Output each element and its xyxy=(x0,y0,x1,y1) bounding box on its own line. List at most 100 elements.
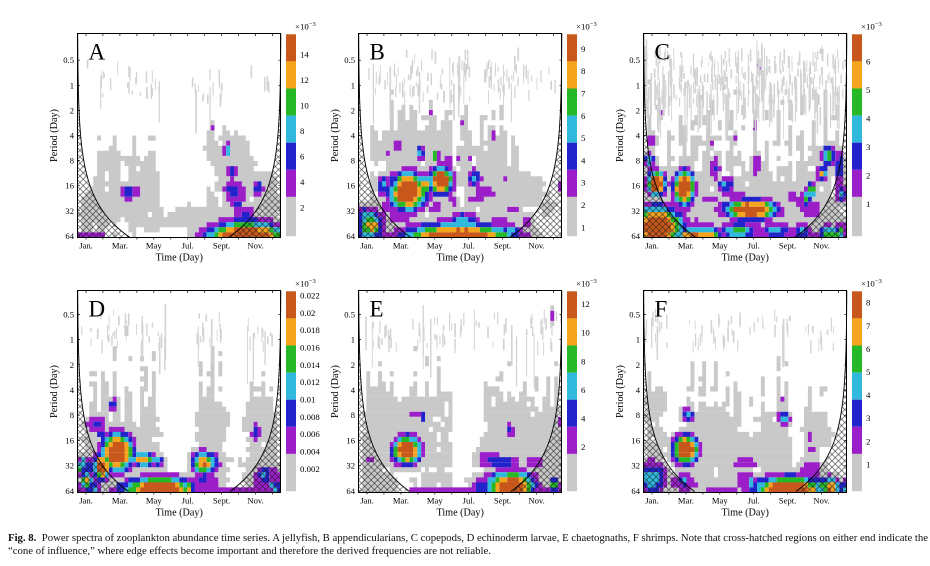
svg-text:2: 2 xyxy=(351,105,355,115)
svg-text:C: C xyxy=(655,40,670,65)
svg-text:3: 3 xyxy=(866,413,871,423)
svg-text:Nov.: Nov. xyxy=(247,496,263,506)
svg-text:2: 2 xyxy=(866,171,870,181)
svg-text:16: 16 xyxy=(65,435,74,445)
svg-text:2: 2 xyxy=(866,436,870,446)
svg-text:6: 6 xyxy=(866,344,871,354)
svg-text:16: 16 xyxy=(631,435,640,445)
svg-text:9: 9 xyxy=(581,44,586,54)
svg-text:Time (Day): Time (Day) xyxy=(721,508,768,519)
svg-text:Time (Day): Time (Day) xyxy=(155,253,202,264)
svg-text:4: 4 xyxy=(70,131,75,141)
svg-text:7: 7 xyxy=(866,321,871,331)
svg-text:1: 1 xyxy=(866,459,870,469)
svg-text:1: 1 xyxy=(70,80,74,90)
svg-text:4: 4 xyxy=(300,177,305,187)
svg-text:32: 32 xyxy=(346,206,355,216)
svg-text:May: May xyxy=(427,241,443,251)
svg-text:6: 6 xyxy=(866,57,871,67)
svg-text:4: 4 xyxy=(581,414,586,424)
svg-text:6: 6 xyxy=(300,151,305,161)
svg-text:6: 6 xyxy=(581,111,586,121)
svg-text:May: May xyxy=(712,496,728,506)
svg-text:2: 2 xyxy=(636,105,640,115)
svg-text:5: 5 xyxy=(866,85,871,95)
svg-text:8: 8 xyxy=(636,410,640,420)
svg-text:7: 7 xyxy=(581,89,586,99)
svg-text:May: May xyxy=(427,496,443,506)
svg-text:0.006: 0.006 xyxy=(300,429,320,439)
svg-text:2: 2 xyxy=(70,105,74,115)
svg-text:4: 4 xyxy=(866,390,871,400)
svg-text:12: 12 xyxy=(581,299,590,309)
svg-text:×10−3: ×10−3 xyxy=(861,278,882,289)
svg-text:Mar.: Mar. xyxy=(678,496,694,506)
svg-text:Period (Day): Period (Day) xyxy=(49,109,60,162)
svg-text:B: B xyxy=(370,40,385,65)
svg-text:2: 2 xyxy=(581,442,585,452)
svg-text:64: 64 xyxy=(346,486,355,496)
svg-text:Jul.: Jul. xyxy=(182,496,194,506)
svg-text:32: 32 xyxy=(631,461,640,471)
svg-text:Nov.: Nov. xyxy=(813,241,829,251)
svg-text:Mar.: Mar. xyxy=(678,241,694,251)
svg-text:Time (Day): Time (Day) xyxy=(436,508,483,519)
svg-text:Nov.: Nov. xyxy=(528,241,544,251)
svg-text:Mar.: Mar. xyxy=(112,496,128,506)
svg-text:0.022: 0.022 xyxy=(300,290,320,300)
svg-text:4: 4 xyxy=(581,155,586,165)
svg-text:64: 64 xyxy=(65,486,74,496)
svg-text:8: 8 xyxy=(866,298,871,308)
svg-text:×10−3: ×10−3 xyxy=(576,21,597,32)
svg-text:E: E xyxy=(370,297,384,322)
svg-text:Jul.: Jul. xyxy=(463,241,475,251)
svg-text:Mar.: Mar. xyxy=(393,241,409,251)
svg-text:16: 16 xyxy=(346,181,355,191)
svg-text:Jan.: Jan. xyxy=(645,496,659,506)
svg-text:1: 1 xyxy=(70,335,74,345)
svg-text:0.018: 0.018 xyxy=(300,325,320,335)
svg-text:4: 4 xyxy=(351,385,356,395)
svg-text:Nov.: Nov. xyxy=(247,241,263,251)
svg-text:64: 64 xyxy=(65,231,74,241)
svg-text:2: 2 xyxy=(70,360,74,370)
svg-text:4: 4 xyxy=(866,114,871,124)
svg-text:2: 2 xyxy=(300,202,304,212)
svg-text:0.02: 0.02 xyxy=(300,308,315,318)
svg-text:×10−3: ×10−3 xyxy=(295,278,316,289)
svg-text:64: 64 xyxy=(631,486,640,496)
svg-text:6: 6 xyxy=(581,385,586,395)
svg-text:8: 8 xyxy=(581,356,586,366)
svg-text:32: 32 xyxy=(65,461,74,471)
svg-text:Period (Day): Period (Day) xyxy=(615,109,626,162)
svg-text:10: 10 xyxy=(581,328,590,338)
svg-text:16: 16 xyxy=(65,181,74,191)
svg-text:Time (Day): Time (Day) xyxy=(721,253,768,264)
svg-text:Mar.: Mar. xyxy=(393,496,409,506)
svg-text:Jan.: Jan. xyxy=(645,241,659,251)
svg-text:12: 12 xyxy=(300,75,309,85)
svg-text:8: 8 xyxy=(351,410,355,420)
svg-text:Time (Day): Time (Day) xyxy=(155,508,202,519)
svg-text:A: A xyxy=(89,40,106,65)
svg-text:16: 16 xyxy=(631,181,640,191)
svg-text:10: 10 xyxy=(300,100,309,110)
svg-text:0.5: 0.5 xyxy=(344,309,355,319)
svg-text:0.002: 0.002 xyxy=(300,464,320,474)
svg-text:0.008: 0.008 xyxy=(300,412,320,422)
svg-text:32: 32 xyxy=(631,206,640,216)
svg-text:1: 1 xyxy=(351,335,355,345)
svg-text:May: May xyxy=(146,241,162,251)
svg-text:Nov.: Nov. xyxy=(813,496,829,506)
svg-text:0.01: 0.01 xyxy=(300,395,315,405)
svg-text:64: 64 xyxy=(346,231,355,241)
svg-text:0.5: 0.5 xyxy=(63,309,74,319)
svg-text:Sept.: Sept. xyxy=(494,496,511,506)
svg-text:Sept.: Sept. xyxy=(494,241,511,251)
svg-text:0.5: 0.5 xyxy=(629,309,640,319)
svg-text:Jan.: Jan. xyxy=(360,241,374,251)
svg-text:16: 16 xyxy=(346,435,355,445)
svg-text:Jul.: Jul. xyxy=(748,496,760,506)
svg-text:Mar.: Mar. xyxy=(112,241,128,251)
svg-text:×10−3: ×10−3 xyxy=(861,21,882,32)
